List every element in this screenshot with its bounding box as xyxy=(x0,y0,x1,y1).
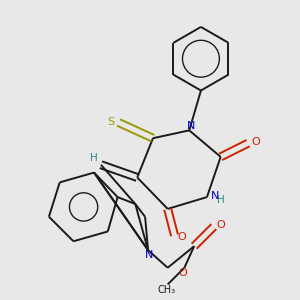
Text: H: H xyxy=(90,153,98,163)
Text: CH₃: CH₃ xyxy=(157,285,175,295)
Text: N: N xyxy=(187,121,195,131)
Text: O: O xyxy=(216,220,225,230)
Text: S: S xyxy=(108,117,115,127)
Text: H: H xyxy=(218,195,225,205)
Text: N: N xyxy=(211,190,219,201)
Text: O: O xyxy=(178,232,186,242)
Text: O: O xyxy=(251,137,260,147)
Text: O: O xyxy=(178,268,187,278)
Text: N: N xyxy=(145,250,153,260)
